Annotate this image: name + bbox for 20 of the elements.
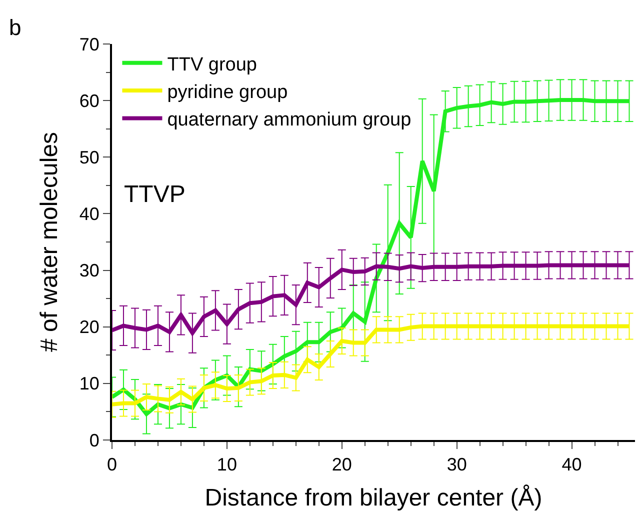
y-tick-label: 20 [79,317,100,338]
x-tick-label: 0 [106,454,118,475]
legend-label: TTV group [167,54,257,76]
y-tick-label: 60 [79,90,100,111]
y-tick-label: 0 [89,430,100,450]
y-axis-title: # of water molecules [36,132,63,352]
x-tick-label: 10 [216,454,237,475]
annotation: TTVP [124,181,186,208]
y-tick-label: 10 [79,374,100,394]
x-tick-label: 40 [562,454,582,475]
y-tick-label: 30 [79,260,100,281]
x-tick-label: 30 [446,454,467,475]
y-tick-label: 40 [79,204,100,224]
y-tick-label: 70 [79,34,100,54]
x-axis-title: Distance from bilayer center (Å) [204,484,542,512]
x-tick-label: 20 [332,454,352,475]
y-tick-label: 50 [79,147,100,168]
text: b [9,15,22,40]
legend-label: quaternary ammonium group [167,110,412,131]
legend-label: pyridine group [167,82,288,103]
